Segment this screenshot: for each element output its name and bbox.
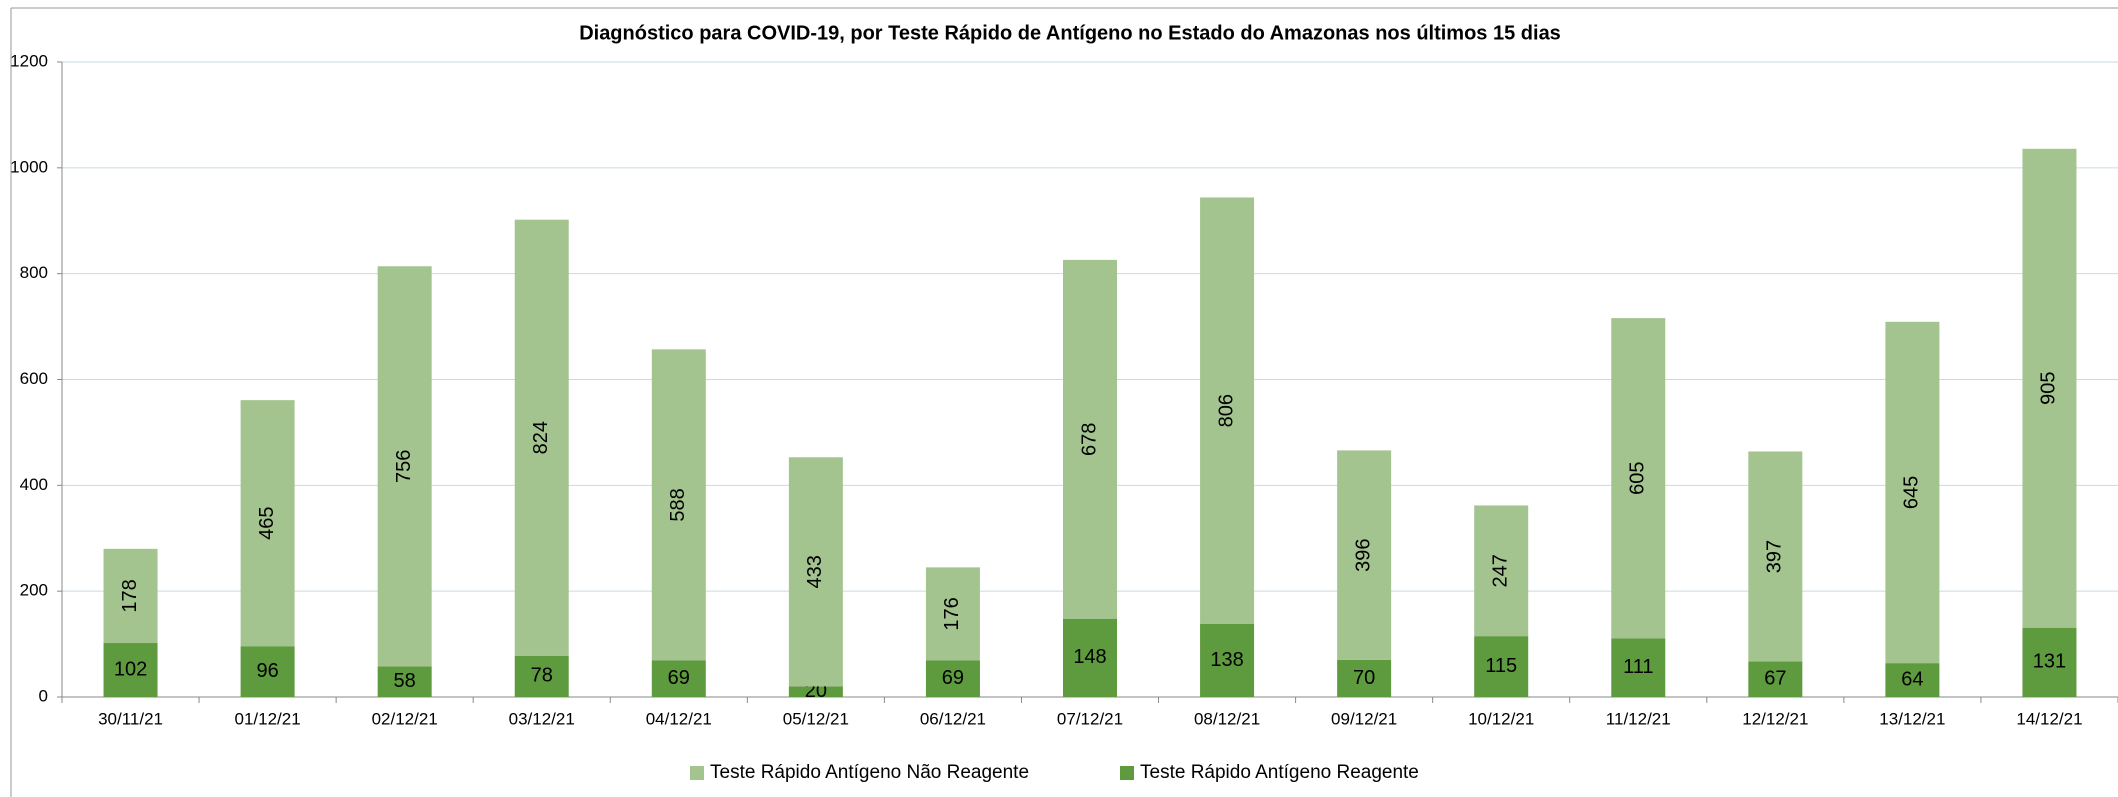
x-tick-label: 11/12/21	[1606, 709, 1671, 728]
bar-segment	[2022, 627, 2077, 697]
legend-swatch	[690, 766, 704, 780]
value-label: 756	[393, 450, 415, 483]
bar-segment	[1337, 450, 1392, 660]
value-label: 111	[1623, 656, 1653, 678]
x-tick-label: 13/12/21	[1879, 709, 1945, 728]
bar-segment	[1200, 197, 1255, 624]
bar-segment	[1885, 663, 1940, 697]
bar-segment	[1474, 505, 1529, 637]
y-tick-label: 800	[20, 263, 48, 282]
x-tick-label: 14/12/21	[2016, 709, 2082, 728]
bar-segment	[240, 646, 295, 697]
x-tick-label: 07/12/21	[1057, 709, 1123, 728]
value-label: 397	[1764, 540, 1786, 573]
bar-segment	[514, 219, 569, 656]
bar-segment	[240, 400, 295, 647]
value-label: 69	[942, 667, 964, 689]
x-tick-label: 02/12/21	[372, 709, 438, 728]
bar-segment	[1611, 318, 1666, 639]
x-tick-label: 09/12/21	[1331, 709, 1397, 728]
x-tick-label: 03/12/21	[509, 709, 575, 728]
x-tick-label: 08/12/21	[1194, 709, 1260, 728]
value-label: 64	[1901, 668, 1923, 690]
y-tick-label: 200	[20, 581, 48, 600]
bar-segment	[788, 457, 843, 687]
bar-segment	[1748, 661, 1803, 697]
value-label: 148	[1073, 646, 1106, 668]
y-tick-label: 400	[20, 475, 48, 494]
x-tick-label: 30/11/21	[98, 709, 163, 728]
value-label: 178	[119, 579, 141, 612]
y-tick-label: 600	[20, 369, 48, 388]
value-label: 131	[2033, 651, 2066, 673]
bar-segment	[651, 349, 706, 661]
bar-segment	[1063, 618, 1117, 697]
bar-segment	[1885, 321, 1940, 664]
value-label: 67	[1764, 668, 1786, 690]
bar-segment	[1748, 451, 1803, 662]
value-label: 115	[1485, 655, 1517, 677]
x-tick-label: 10/12/21	[1468, 709, 1534, 728]
value-label: 58	[394, 670, 416, 692]
bar-segment	[651, 660, 706, 697]
bar-segment	[2022, 148, 2077, 628]
bar-segment	[1200, 623, 1255, 697]
value-label: 465	[256, 506, 278, 539]
bar-segment	[514, 655, 569, 697]
value-label: 247	[1489, 554, 1511, 587]
x-tick-label: 05/12/21	[783, 709, 849, 728]
value-label: 824	[530, 421, 552, 454]
bar-segment	[1337, 659, 1392, 697]
bar-segment	[103, 548, 158, 644]
bar-segment	[103, 643, 158, 697]
bar-segment	[1611, 638, 1666, 697]
x-tick-label: 12/12/21	[1742, 709, 1808, 728]
bar-segment	[1474, 636, 1529, 697]
value-label: 605	[1627, 462, 1649, 495]
chart-title: Diagnóstico para COVID-19, por Teste Ráp…	[579, 22, 1561, 44]
value-label: 96	[256, 660, 278, 682]
x-tick-label: 04/12/21	[646, 709, 712, 728]
bar-segment	[788, 686, 843, 697]
value-label: 102	[114, 658, 147, 680]
y-tick-label: 0	[39, 686, 48, 705]
value-label: 806	[1215, 394, 1237, 427]
value-label: 433	[804, 555, 826, 588]
bar-segment	[1063, 259, 1117, 619]
bar-segment	[377, 666, 432, 697]
value-label: 588	[667, 488, 689, 521]
legend-swatch	[1120, 766, 1134, 780]
value-label: 396	[1352, 538, 1374, 571]
value-label: 70	[1353, 667, 1375, 689]
bar-segment	[377, 266, 432, 667]
bar-segment	[925, 567, 980, 661]
value-label: 176	[941, 597, 963, 630]
legend-label: Teste Rápido Antígeno Reagente	[1140, 762, 1419, 783]
value-label: 78	[531, 665, 553, 687]
y-tick-label: 1200	[10, 51, 48, 70]
x-tick-label: 01/12/21	[235, 709, 301, 728]
x-tick-label: 06/12/21	[920, 709, 986, 728]
value-label: 678	[1078, 423, 1100, 456]
value-label: 69	[668, 667, 690, 689]
legend-label: Teste Rápido Antígeno Não Reagente	[710, 762, 1029, 783]
value-label: 905	[2038, 372, 2060, 405]
y-tick-label: 1000	[10, 157, 48, 176]
value-label: 138	[1210, 649, 1243, 671]
value-label: 645	[1901, 476, 1923, 509]
bar-segment	[925, 660, 980, 697]
